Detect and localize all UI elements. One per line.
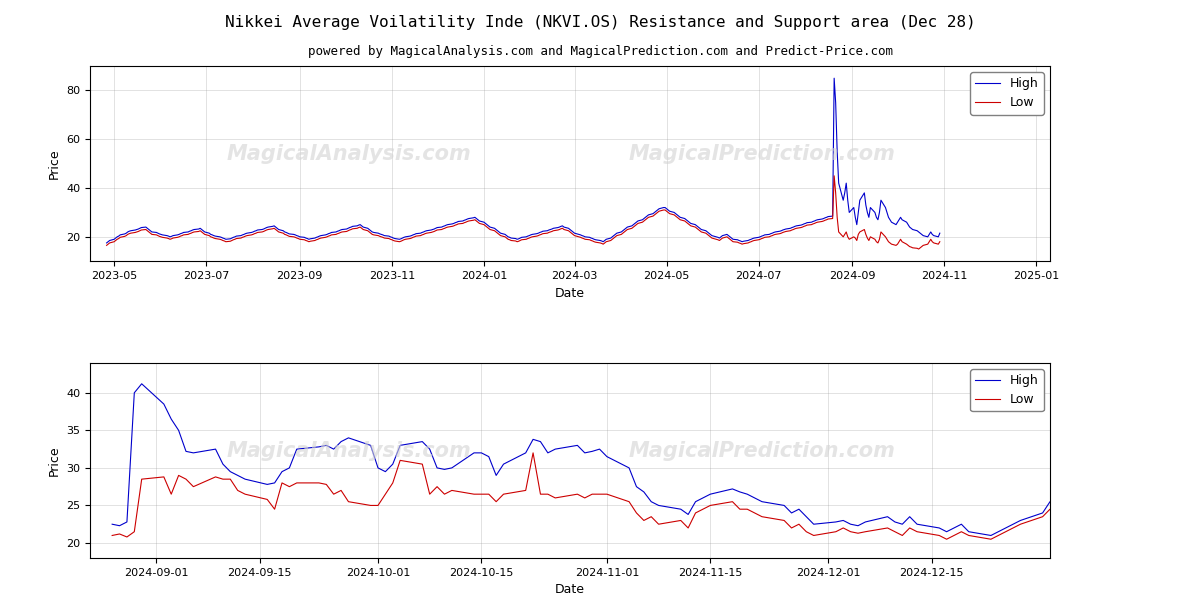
Line: Low: Low xyxy=(107,176,940,249)
Text: Nikkei Average Voilatility Inde (NKVI.OS) Resistance and Support area (Dec 28): Nikkei Average Voilatility Inde (NKVI.OS… xyxy=(224,15,976,30)
Text: MagicalPrediction.com: MagicalPrediction.com xyxy=(629,144,895,164)
Line: Low: Low xyxy=(112,453,1160,550)
Legend: High, Low: High, Low xyxy=(970,369,1044,411)
Line: High: High xyxy=(107,78,940,243)
Y-axis label: Price: Price xyxy=(48,148,60,179)
Line: High: High xyxy=(112,384,1160,535)
X-axis label: Date: Date xyxy=(554,583,586,596)
Text: MagicalAnalysis.com: MagicalAnalysis.com xyxy=(227,144,472,164)
Text: powered by MagicalAnalysis.com and MagicalPrediction.com and Predict-Price.com: powered by MagicalAnalysis.com and Magic… xyxy=(307,45,893,58)
Y-axis label: Price: Price xyxy=(48,445,60,476)
Text: MagicalPrediction.com: MagicalPrediction.com xyxy=(629,440,895,461)
Legend: High, Low: High, Low xyxy=(970,72,1044,115)
X-axis label: Date: Date xyxy=(554,287,586,299)
Text: MagicalAnalysis.com: MagicalAnalysis.com xyxy=(227,440,472,461)
